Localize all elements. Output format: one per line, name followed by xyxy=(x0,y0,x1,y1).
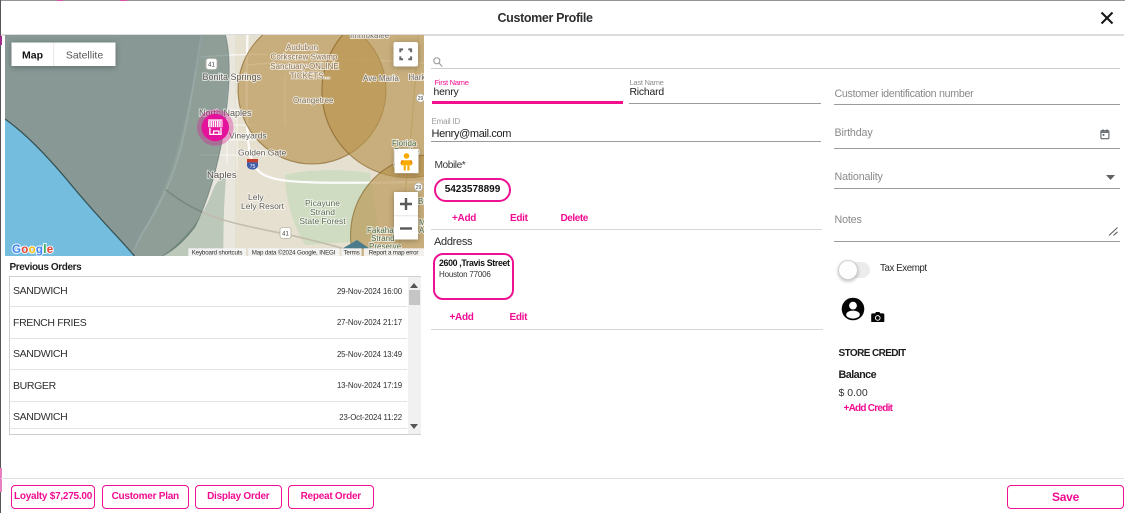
svg-text:TICKETS...: TICKETS... xyxy=(289,72,329,81)
svg-text:75: 75 xyxy=(249,164,255,170)
svg-text:Keyboard shortcuts: Keyboard shortcuts xyxy=(191,249,242,256)
svg-text:Florida: Florida xyxy=(392,139,417,148)
svg-text:Ar: Ar xyxy=(419,226,424,235)
svg-text:Ma: Ma xyxy=(419,218,424,227)
svg-text:Sanctuary-ONLINE: Sanctuary-ONLINE xyxy=(270,62,338,71)
svg-text:Bonita Springs: Bonita Springs xyxy=(202,72,261,82)
svg-text:41: 41 xyxy=(208,63,215,69)
svg-text:Picayune: Picayune xyxy=(305,198,340,208)
svg-text:Strand: Strand xyxy=(371,234,395,243)
svg-text:Audubon: Audubon xyxy=(285,43,317,52)
svg-text:Preserve: Preserve xyxy=(369,242,402,251)
svg-text:Fakahate: Fakahate xyxy=(367,226,401,235)
svg-text:Lely: Lely xyxy=(248,192,264,202)
svg-text:Bi: Bi xyxy=(418,197,424,206)
svg-text:Lely Resort: Lely Resort xyxy=(241,201,285,211)
svg-text:Strand: Strand xyxy=(309,207,334,217)
svg-text:29: 29 xyxy=(415,185,421,191)
svg-text:Terms: Terms xyxy=(343,249,359,256)
svg-text:Report a map error: Report a map error xyxy=(368,249,418,256)
svg-text:41: 41 xyxy=(282,232,289,238)
svg-text:Hark: Hark xyxy=(408,73,424,82)
svg-text:State Forest: State Forest xyxy=(299,216,346,226)
svg-text:Vineyards: Vineyards xyxy=(229,131,267,141)
svg-text:Ave Maria: Ave Maria xyxy=(363,74,399,83)
svg-text:Map: Map xyxy=(22,50,43,62)
svg-text:Immokalee: Immokalee xyxy=(350,35,390,40)
svg-text:Corkscrew Swamp: Corkscrew Swamp xyxy=(270,53,337,62)
svg-text:29: 29 xyxy=(417,96,423,102)
svg-text:Golden Gate: Golden Gate xyxy=(238,148,286,158)
svg-text:Orangetree: Orangetree xyxy=(293,96,334,105)
svg-text:Map data ©2024 Google, INEGI: Map data ©2024 Google, INEGI xyxy=(251,249,335,256)
svg-text:Google: Google xyxy=(12,244,53,256)
svg-text:North Naples: North Naples xyxy=(199,108,252,118)
svg-text:Satellite: Satellite xyxy=(65,50,103,62)
svg-text:Naples: Naples xyxy=(207,170,237,181)
